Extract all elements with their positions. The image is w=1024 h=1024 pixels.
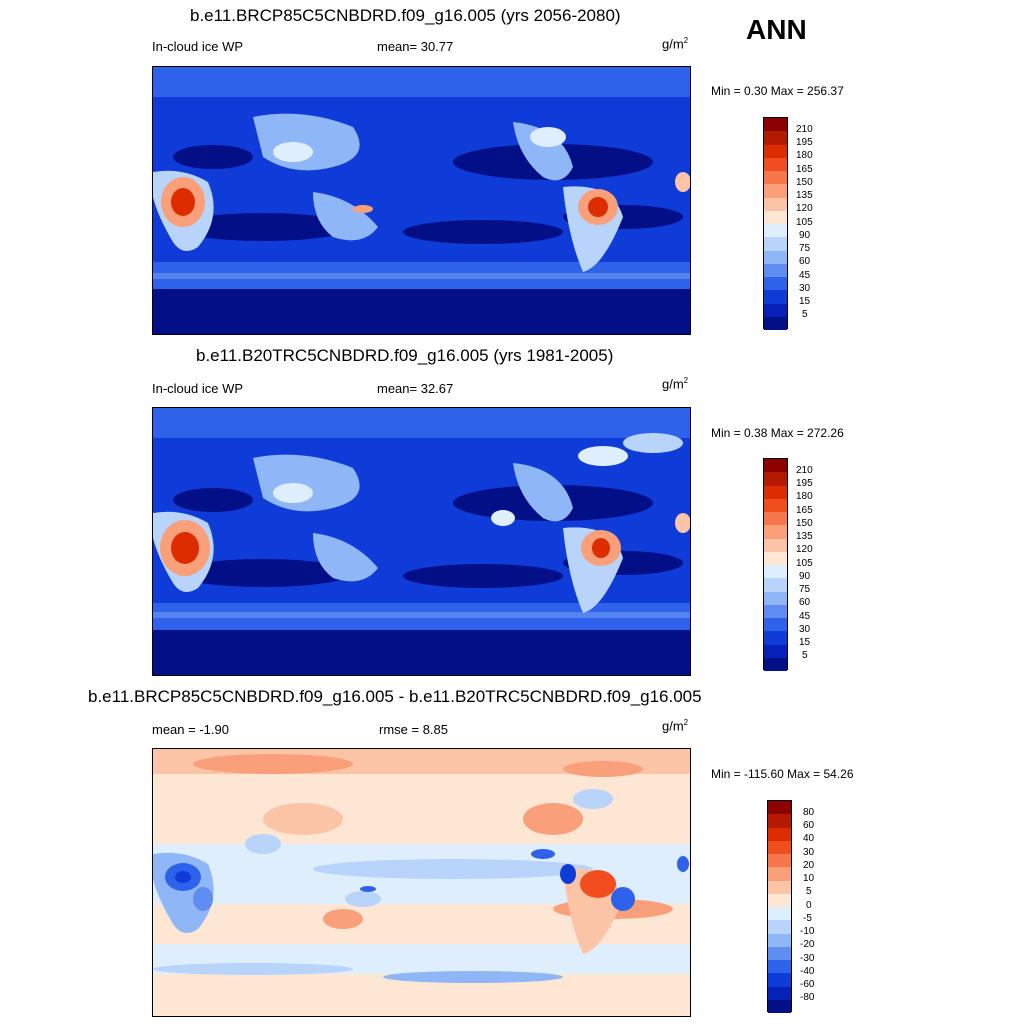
colorbar1-tick: 195 [796, 137, 813, 148]
colorbar3-tick: -80 [800, 992, 815, 1003]
colorbar3-tick: -40 [800, 966, 815, 977]
colorbar3-tick: 80 [803, 807, 815, 818]
colorbar2-tick: 135 [796, 531, 813, 542]
panel1-minmax: Min = 0.30 Max = 256.37 [711, 84, 844, 98]
colorbar2-tick: 120 [796, 544, 813, 555]
colorbar1-tick: 165 [796, 164, 813, 175]
colorbar1-tick: 15 [799, 296, 811, 307]
panel2-mean-label: mean= 32.67 [377, 381, 454, 396]
colorbar3-tick: -30 [800, 953, 815, 964]
colorbar3-tick: 10 [803, 873, 815, 884]
colorbar2-tick: 75 [799, 584, 811, 595]
colorbar3-tick: 20 [803, 860, 815, 871]
colorbar1-tick: 150 [796, 177, 813, 188]
colorbar3-tick: -60 [800, 979, 815, 990]
panel3-title: b.e11.BRCP85C5CNBDRD.f09_g16.005 - b.e11… [88, 687, 702, 706]
panel1-variable-label: In-cloud ice WP [152, 39, 244, 54]
colorbar3-tick: 40 [803, 833, 815, 844]
colorbar1-tick: 210 [796, 124, 813, 135]
panel3-mean-label: mean = -1.90 [152, 722, 229, 737]
colorbar1-tick: 75 [799, 243, 811, 254]
colorbar3-tick: 0 [806, 900, 812, 911]
colorbar2-tick: 150 [796, 518, 813, 529]
panel1-title: b.e11.BRCP85C5CNBDRD.f09_g16.005 (yrs 20… [190, 6, 621, 25]
panel3-map [152, 748, 691, 1017]
colorbar1-tick: 60 [799, 256, 811, 267]
panel3-minmax: Min = -115.60 Max = 54.26 [711, 767, 854, 781]
colorbar1-tick: 105 [796, 217, 813, 228]
colorbar2-tick: 5 [802, 650, 808, 661]
colorbar2-tick: 45 [799, 611, 811, 622]
colorbar3-tick: -20 [800, 939, 815, 950]
colorbar2-tick: 60 [799, 597, 811, 608]
panel2-units: g/m2 [662, 376, 689, 392]
colorbar2-tick: 15 [799, 637, 811, 648]
colorbar2-tick: 180 [796, 491, 813, 502]
colorbar2-tick: 30 [799, 624, 811, 635]
colorbar3-tick: 5 [806, 886, 812, 897]
colorbar1-tick: 90 [799, 230, 811, 241]
panel2-variable-label: In-cloud ice WP [152, 381, 244, 396]
colorbar2-tick: 105 [796, 558, 813, 569]
panel2-minmax: Min = 0.38 Max = 272.26 [711, 426, 844, 440]
colorbar1-tick: 45 [799, 270, 811, 281]
colorbar1-tick: 5 [802, 309, 808, 320]
colorbar1-tick: 180 [796, 150, 813, 161]
colorbar1-tick: 135 [796, 190, 813, 201]
panel3-colorbar [767, 800, 792, 1013]
colorbar1-tick: 120 [796, 203, 813, 214]
colorbar3-tick: 30 [803, 847, 815, 858]
panel2-title: b.e11.B20TRC5CNBDRD.f09_g16.005 (yrs 198… [196, 346, 614, 365]
colorbar2-tick: 210 [796, 465, 813, 476]
colorbar2-tick: 165 [796, 505, 813, 516]
colorbar3-tick: -10 [800, 926, 815, 937]
panel1-map [152, 66, 691, 335]
panel1-mean-label: mean= 30.77 [377, 39, 454, 54]
panel3-rmse-label: rmse = 8.85 [379, 722, 449, 737]
panel2-map [152, 407, 691, 676]
colorbar3-tick: 60 [803, 820, 815, 831]
panel2-colorbar [763, 458, 788, 671]
panel1-colorbar [763, 117, 788, 330]
season-label: ANN [746, 14, 807, 45]
colorbar2-tick: 90 [799, 571, 811, 582]
panel3-units: g/m2 [662, 718, 689, 734]
colorbar1-tick: 30 [799, 283, 811, 294]
panel1-units: g/m2 [662, 36, 689, 52]
colorbar3-tick: -5 [803, 913, 812, 924]
colorbar2-tick: 195 [796, 478, 813, 489]
